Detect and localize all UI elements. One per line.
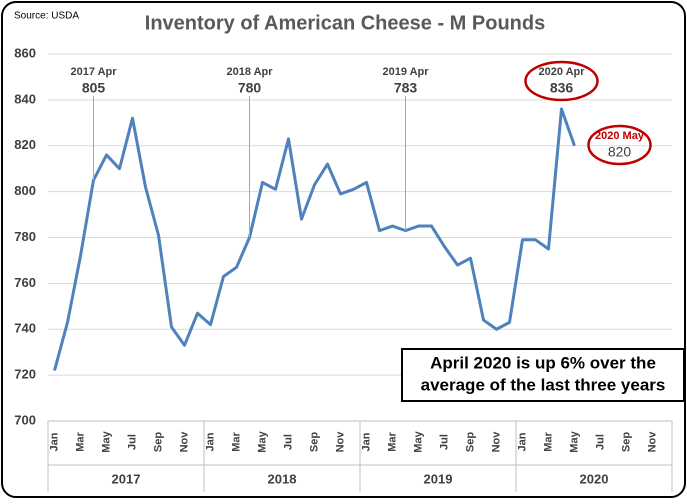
data-label: 820 [608,144,632,160]
point-label: 2018 Apr [226,66,273,78]
x-tick-label: Sep [308,432,320,452]
x-tick-label: Jan [204,432,216,451]
data-label: 783 [394,80,418,96]
y-tick-label: 780 [14,229,36,244]
chart-title: Inventory of American Cheese - M Pounds [145,12,545,34]
y-tick-label: 800 [14,183,36,198]
x-tick-label: May [412,430,424,452]
x-tick-label: Jul [126,434,138,450]
x-tick-label: Jan [360,432,372,451]
point-label: 2017 Apr [70,66,117,78]
year-label: 2017 [112,471,141,486]
y-tick-label: 740 [14,321,36,336]
data-label: 780 [238,80,262,96]
x-tick-label: Jul [438,434,450,450]
data-line [53,107,576,371]
year-label: 2020 [580,471,609,486]
x-tick-label: Sep [620,432,632,452]
x-tick-label: Jul [282,434,294,450]
x-tick-label: Mar [542,432,554,452]
source: Source: USDA [14,11,79,22]
point-label: 2020 Apr [538,66,585,78]
highlight-ellipse [524,60,599,102]
x-tick-label: Mar [386,432,398,452]
callout-box [401,348,685,402]
data-label: 836 [550,80,574,96]
year-label: 2018 [268,471,297,486]
x-tick-label: Nov [490,431,502,453]
x-tick-label: May [568,430,580,452]
x-tick-label: May [256,430,268,452]
x-tick-label: Nov [334,431,346,453]
y-tick-label: 720 [14,367,36,382]
x-tick-label: Nov [646,431,658,453]
y-tick-label: 700 [14,412,36,427]
x-tick-label: Mar [74,432,86,452]
y-tick-label: 760 [14,275,36,290]
x-tick-label: Jan [48,432,60,451]
point-label: 2020 May [595,130,645,142]
x-tick-label: Jul [594,434,606,450]
highlight-ellipse [587,124,652,166]
x-tick-label: Nov [178,431,190,453]
year-label: 2019 [424,471,453,486]
x-tick-label: Sep [152,432,164,452]
x-tick-label: Jan [516,432,528,451]
point-label: 2019 Apr [382,66,429,78]
callout-text: average of the last three years [421,375,666,394]
y-tick-label: 820 [14,137,36,152]
callout-text: April 2020 is up 6% over the [430,353,656,372]
x-tick-label: May [100,430,112,452]
x-tick-label: Mar [230,432,242,452]
data-label: 805 [82,80,106,96]
y-tick-label: 840 [14,91,36,106]
y-tick-label: 860 [14,45,36,60]
x-tick-label: Sep [464,432,476,452]
